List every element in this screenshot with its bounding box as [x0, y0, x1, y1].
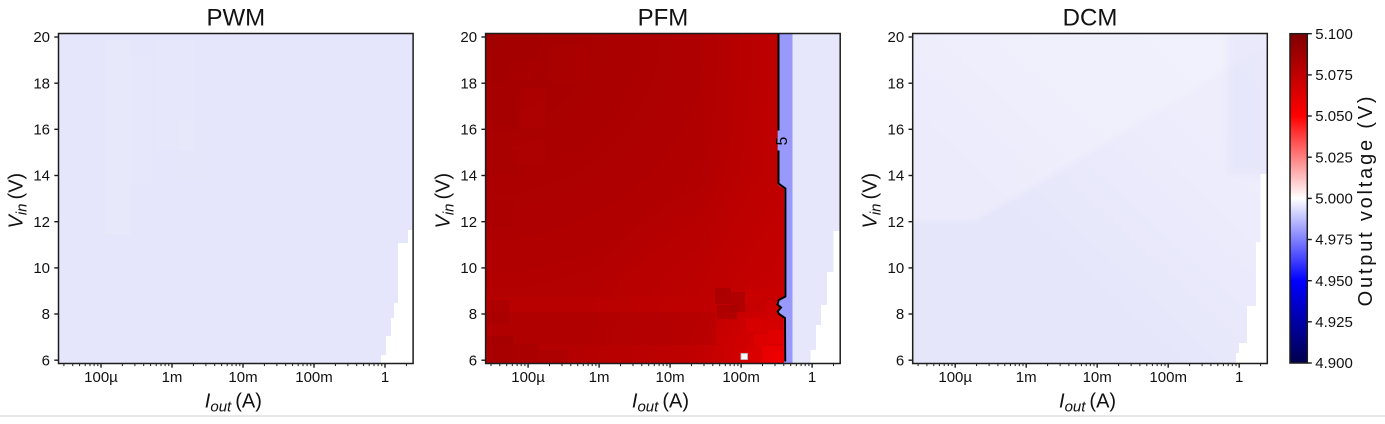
svg-text:100µ: 100µ — [84, 369, 118, 386]
svg-text:DCM: DCM — [1063, 5, 1118, 32]
svg-text:5.100: 5.100 — [1315, 26, 1353, 43]
svg-text:100µ: 100µ — [938, 369, 972, 386]
svg-text:4.975: 4.975 — [1315, 232, 1353, 249]
svg-text:20: 20 — [460, 29, 477, 46]
svg-text:Iout (A): Iout (A) — [632, 391, 689, 416]
svg-text:1: 1 — [1235, 369, 1243, 386]
svg-text:18: 18 — [888, 75, 905, 92]
svg-text:16: 16 — [888, 122, 905, 139]
svg-text:10: 10 — [460, 260, 477, 277]
svg-text:6: 6 — [469, 352, 477, 369]
svg-text:18: 18 — [460, 75, 477, 92]
svg-text:5.000: 5.000 — [1315, 191, 1353, 208]
svg-text:12: 12 — [888, 214, 905, 231]
svg-text:4.950: 4.950 — [1315, 273, 1353, 290]
svg-text:100µ: 100µ — [511, 369, 545, 386]
svg-text:20: 20 — [33, 29, 50, 46]
svg-text:6: 6 — [896, 352, 904, 369]
svg-text:PFM: PFM — [638, 5, 689, 32]
svg-text:5.025: 5.025 — [1315, 149, 1353, 166]
svg-text:5: 5 — [774, 137, 791, 146]
svg-text:4.925: 4.925 — [1315, 314, 1353, 331]
svg-text:4.900: 4.900 — [1315, 355, 1353, 372]
svg-text:8: 8 — [42, 306, 50, 323]
svg-text:PWM: PWM — [206, 5, 265, 32]
svg-text:10: 10 — [888, 260, 905, 277]
svg-text:5.050: 5.050 — [1315, 108, 1353, 125]
svg-text:10m: 10m — [1083, 369, 1112, 386]
svg-text:16: 16 — [33, 122, 50, 139]
svg-text:Vin (V): Vin (V) — [6, 173, 31, 229]
svg-text:12: 12 — [460, 214, 477, 231]
svg-text:14: 14 — [33, 168, 50, 185]
svg-text:6: 6 — [42, 352, 50, 369]
svg-text:Iout (A): Iout (A) — [205, 391, 262, 416]
svg-text:100m: 100m — [295, 369, 333, 386]
svg-text:Vin (V): Vin (V) — [433, 173, 458, 229]
svg-text:14: 14 — [460, 168, 477, 185]
svg-text:1m: 1m — [1016, 369, 1037, 386]
svg-text:12: 12 — [33, 214, 50, 231]
svg-text:1: 1 — [808, 369, 816, 386]
svg-text:Output voltage (V): Output voltage (V) — [1355, 94, 1377, 307]
svg-text:1m: 1m — [589, 369, 610, 386]
svg-text:10m: 10m — [228, 369, 257, 386]
svg-text:14: 14 — [888, 168, 905, 185]
svg-text:1: 1 — [381, 369, 389, 386]
svg-text:18: 18 — [33, 75, 50, 92]
svg-text:100m: 100m — [1149, 369, 1187, 386]
svg-text:10m: 10m — [656, 369, 685, 386]
svg-text:100m: 100m — [722, 369, 760, 386]
svg-text:Iout (A): Iout (A) — [1059, 391, 1116, 416]
svg-text:5.075: 5.075 — [1315, 67, 1353, 84]
svg-text:20: 20 — [888, 29, 905, 46]
svg-text:8: 8 — [469, 306, 477, 323]
svg-text:16: 16 — [460, 122, 477, 139]
svg-text:Vin (V): Vin (V) — [860, 173, 885, 229]
svg-text:10: 10 — [33, 260, 50, 277]
svg-text:8: 8 — [896, 306, 904, 323]
svg-text:1m: 1m — [162, 369, 183, 386]
